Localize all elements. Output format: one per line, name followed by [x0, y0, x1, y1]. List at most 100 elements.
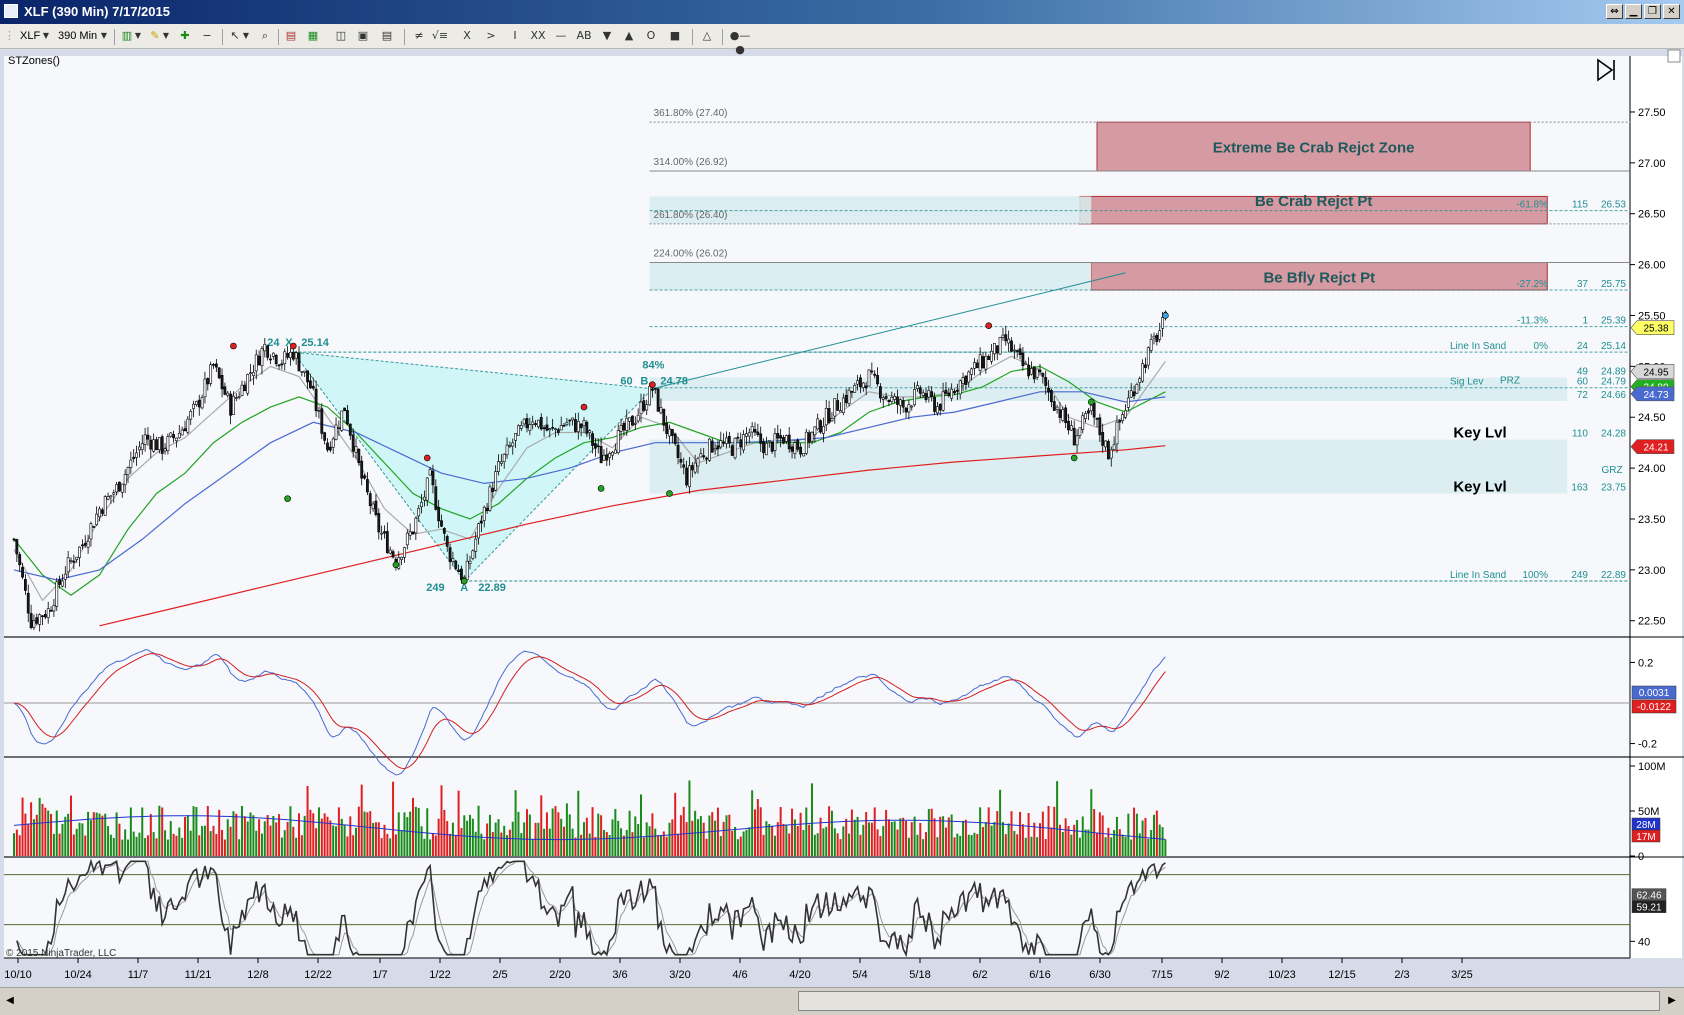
scrollbar-thumb[interactable] — [798, 991, 1660, 1011]
candle — [611, 451, 614, 456]
volume-bar — [346, 836, 349, 856]
minimize-button[interactable]: ▁ — [1625, 4, 1642, 19]
candle — [488, 486, 492, 511]
chevron-down-icon[interactable]: ▼ — [42, 31, 50, 40]
draw-tool-0[interactable]: ≠ — [414, 29, 424, 42]
volume-bar — [292, 826, 295, 856]
volume-bar — [303, 815, 306, 856]
pencil-icon[interactable]: ✎ — [150, 29, 160, 42]
volume-bar — [944, 827, 947, 856]
draw-tool-7[interactable]: AB — [576, 29, 592, 42]
volume-bar — [166, 839, 169, 856]
scroll-right-icon[interactable]: ▶ — [1668, 995, 1676, 1006]
candle — [485, 507, 489, 512]
candle — [1144, 364, 1147, 368]
chevron-down-icon[interactable]: ▼ — [100, 31, 108, 40]
magnifier-icon[interactable]: ⌕ — [261, 29, 269, 42]
volume-bar — [1036, 837, 1039, 856]
volume-bar — [722, 821, 725, 856]
pointer-icon[interactable]: ↖ — [230, 29, 240, 42]
candle — [688, 465, 691, 488]
close-button[interactable]: ✕ — [1663, 4, 1680, 19]
draw-tool-8[interactable]: ▼ — [602, 29, 612, 42]
chevron-down-icon[interactable]: ▼ — [242, 31, 250, 40]
x-tick-label: 9/2 — [1214, 969, 1229, 981]
volume-bar — [503, 825, 506, 856]
properties-icon[interactable]: ▤ — [381, 29, 393, 42]
scroll-left-icon[interactable]: ◀ — [6, 995, 14, 1006]
candle — [58, 579, 62, 585]
draw-tool-13[interactable]: ●—● — [729, 29, 751, 56]
restore-layout-button[interactable]: ⇔ — [1606, 4, 1623, 19]
candle — [645, 404, 649, 411]
candle — [61, 580, 64, 587]
volume-bar — [1081, 816, 1084, 856]
draw-tool-10[interactable]: O — [646, 29, 656, 42]
volume-bar — [571, 828, 574, 856]
candle — [357, 448, 361, 463]
candle — [850, 391, 854, 393]
volume-bar — [218, 809, 221, 856]
indicators-icon[interactable]: ▦ — [307, 29, 319, 42]
bar-type-icon[interactable]: ▥ — [121, 29, 133, 42]
panel-menu-icon[interactable] — [1667, 49, 1681, 63]
volume-bar — [1076, 820, 1079, 856]
candle — [656, 388, 660, 412]
chart-canvas[interactable]: Extreme Be Crab Rejct Zone Be Crab Rejct … — [0, 48, 1684, 986]
volume-bar — [394, 834, 397, 856]
volume-bar — [822, 828, 825, 856]
candle — [913, 389, 917, 406]
level-count: 249 — [1571, 570, 1588, 581]
volume-bar — [403, 812, 406, 856]
candle — [340, 410, 344, 431]
volume-bar — [1115, 816, 1118, 856]
draw-tool-12[interactable]: △ — [702, 29, 712, 42]
candle — [990, 350, 993, 362]
candle — [78, 546, 81, 558]
candle — [1129, 390, 1133, 398]
draw-tool-6[interactable]: — — [555, 29, 567, 42]
draw-tool-3[interactable]: > — [486, 29, 496, 42]
chevron-down-icon[interactable]: ▼ — [162, 31, 170, 40]
draw-tool-2[interactable]: X — [463, 29, 471, 42]
candle — [853, 385, 857, 393]
candle — [482, 506, 486, 521]
macd-signal-line — [13, 653, 1166, 770]
moving-average-line — [99, 445, 1166, 627]
candle — [861, 382, 865, 388]
candle — [417, 507, 421, 517]
candle — [337, 427, 341, 429]
scroll-to-end-icon[interactable] — [1597, 58, 1615, 82]
chevron-down-icon[interactable]: ▼ — [134, 31, 142, 40]
volume-bar — [241, 805, 243, 856]
y-tick-label: 26.00 — [1638, 260, 1666, 272]
volume-bar — [189, 830, 192, 856]
horizontal-scrollbar[interactable]: ◀ ▶ — [0, 987, 1684, 1015]
candle — [810, 431, 814, 442]
chart-style-icon[interactable]: ◫ — [335, 29, 347, 42]
x-tick-label: 10/10 — [4, 969, 32, 981]
draw-tool-11[interactable]: ■ — [669, 29, 681, 42]
draw-tool-1[interactable]: √≡ — [431, 29, 449, 42]
instrument-selector[interactable]: XLF — [20, 30, 41, 42]
maximize-button[interactable]: ❐ — [1644, 4, 1661, 19]
volume-bar — [55, 810, 58, 856]
data-box-icon[interactable]: ▤ — [285, 29, 297, 42]
templates-icon[interactable]: ▣ — [357, 29, 369, 42]
interval-selector[interactable]: 390 Min — [58, 30, 98, 42]
draw-tool-5[interactable]: XX — [530, 29, 546, 42]
volume-bar — [135, 836, 138, 856]
volume-bar — [896, 829, 899, 856]
candle — [941, 391, 945, 411]
volume-bar — [993, 821, 996, 856]
candle — [471, 550, 475, 559]
macd-badge-label: 0.0031 — [1639, 688, 1670, 699]
zoom-out-icon[interactable]: − — [202, 29, 212, 42]
volume-bar — [89, 820, 92, 856]
zoom-in-icon[interactable]: ✚ — [180, 29, 190, 42]
draw-tool-9[interactable]: ▲ — [624, 29, 634, 42]
volume-bar — [409, 811, 412, 856]
draw-tool-4[interactable]: I — [513, 29, 517, 42]
candle — [1035, 368, 1039, 378]
volume-bar — [1050, 827, 1053, 856]
